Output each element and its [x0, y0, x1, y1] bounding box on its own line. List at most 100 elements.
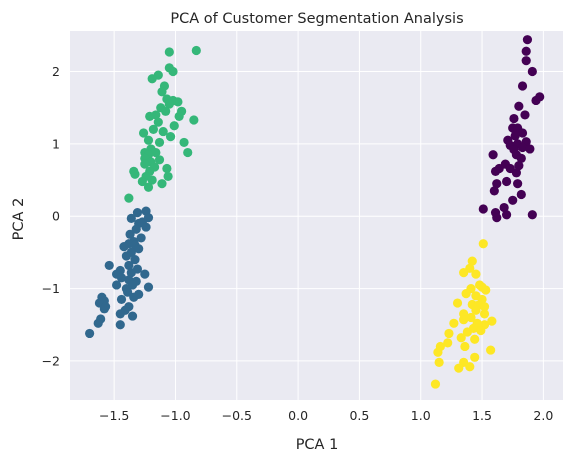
x-axis-ticks: −1.5 −1.0 −0.5 0.0 0.5 1.0 1.5 2.0 [99, 408, 553, 423]
data-point [126, 213, 136, 223]
data-point [459, 315, 469, 325]
data-point [443, 338, 453, 348]
series-cluster-2 [85, 206, 154, 339]
data-point [479, 302, 490, 312]
x-tick-label: 0.5 [349, 408, 369, 423]
data-point [143, 282, 154, 292]
data-point [116, 294, 127, 305]
data-point [165, 132, 176, 142]
data-point [132, 208, 143, 218]
x-tick-label: −1.5 [99, 408, 129, 423]
data-point [513, 179, 523, 189]
data-point [169, 121, 179, 131]
x-tick-label: −1.0 [160, 408, 190, 423]
data-point [168, 66, 178, 77]
x-tick-label: 1.0 [411, 408, 431, 423]
data-point [467, 256, 477, 266]
data-point [490, 166, 501, 176]
data-point [183, 147, 193, 158]
data-point [488, 150, 498, 160]
data-point [112, 280, 122, 290]
data-point [520, 110, 530, 120]
data-point [138, 128, 149, 138]
x-tick-label: 1.5 [472, 408, 492, 423]
y-tick-label: −2 [42, 353, 60, 368]
data-point [466, 312, 476, 323]
data-point [129, 292, 139, 302]
data-point [121, 251, 132, 261]
data-point [492, 213, 502, 223]
y-tick-label: 0 [52, 209, 60, 224]
data-point [486, 345, 496, 355]
data-point [514, 160, 524, 171]
x-tick-label: 2.0 [533, 408, 553, 423]
data-point [456, 333, 466, 343]
data-point [527, 210, 537, 220]
data-point [444, 328, 454, 339]
data-point [161, 106, 171, 116]
data-point [125, 229, 135, 239]
data-point [130, 169, 140, 179]
data-point [517, 142, 528, 153]
data-point [460, 341, 470, 352]
data-point [134, 244, 144, 254]
data-point [478, 204, 488, 214]
data-point [517, 81, 528, 91]
data-point [130, 255, 140, 265]
y-axis-label: PCA 2 [11, 198, 27, 241]
data-point [461, 289, 471, 299]
data-point [157, 179, 167, 189]
data-point [521, 56, 531, 66]
data-point [510, 131, 520, 141]
data-point [478, 239, 488, 249]
data-point [499, 202, 509, 213]
data-point [115, 320, 125, 330]
data-point [454, 363, 464, 373]
data-point [508, 195, 518, 205]
data-point [479, 309, 490, 319]
data-point [476, 325, 486, 336]
data-point [119, 242, 129, 252]
data-point [164, 99, 174, 109]
data-point [501, 210, 512, 220]
data-point [465, 362, 475, 372]
data-point [115, 309, 125, 319]
data-point [153, 117, 163, 127]
data-point [514, 101, 524, 111]
data-point [124, 193, 134, 203]
data-point [116, 273, 127, 283]
data-point [141, 222, 151, 232]
y-axis-ticks: −2 −1 0 1 2 [42, 64, 60, 368]
data-point [162, 163, 172, 174]
data-point [433, 347, 443, 357]
data-point [189, 115, 199, 125]
data-point [124, 260, 134, 271]
data-point [143, 182, 154, 192]
data-point [430, 379, 441, 389]
data-point [126, 268, 136, 278]
data-point [449, 318, 459, 328]
x-axis-label: PCA 1 [296, 437, 339, 453]
data-point [143, 135, 154, 145]
data-point [459, 268, 469, 278]
data-point [517, 128, 528, 138]
data-point [492, 179, 502, 189]
data-point [462, 327, 472, 337]
data-point [127, 311, 138, 321]
data-point [137, 176, 147, 187]
data-point [85, 328, 95, 339]
data-point [471, 305, 481, 315]
data-point [525, 144, 535, 154]
data-point [154, 155, 165, 165]
data-point [471, 269, 481, 279]
data-point [470, 352, 480, 362]
data-point [93, 318, 103, 328]
data-point [99, 304, 109, 314]
data-point [145, 111, 155, 121]
data-point [164, 47, 174, 57]
data-point [147, 74, 157, 84]
data-point [511, 168, 521, 178]
series-cluster-1 [478, 35, 545, 223]
data-point [173, 97, 183, 107]
data-point [136, 233, 146, 243]
